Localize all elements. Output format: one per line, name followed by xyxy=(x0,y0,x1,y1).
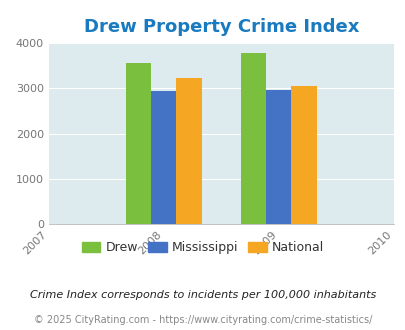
Bar xyxy=(126,63,151,224)
Title: Drew Property Crime Index: Drew Property Crime Index xyxy=(83,18,358,36)
Text: Crime Index corresponds to incidents per 100,000 inhabitants: Crime Index corresponds to incidents per… xyxy=(30,290,375,300)
Legend: Drew, Mississippi, National: Drew, Mississippi, National xyxy=(77,236,328,259)
Bar xyxy=(240,53,266,224)
Bar xyxy=(151,91,176,224)
Bar xyxy=(176,78,201,224)
Bar xyxy=(291,86,316,224)
Text: © 2025 CityRating.com - https://www.cityrating.com/crime-statistics/: © 2025 CityRating.com - https://www.city… xyxy=(34,315,371,325)
Bar xyxy=(266,90,291,224)
